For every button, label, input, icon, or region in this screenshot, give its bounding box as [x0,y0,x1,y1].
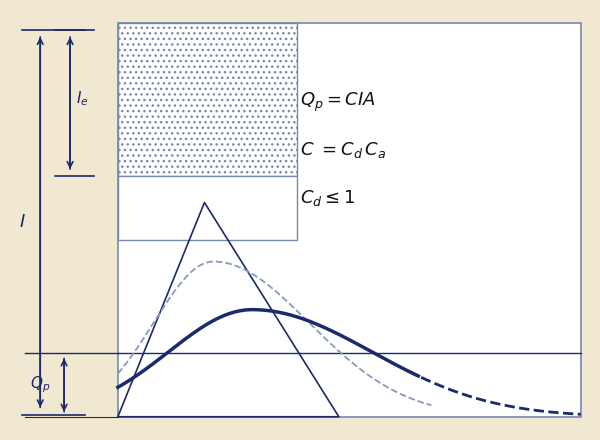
Text: $C \ = C_d\, C_a$: $C \ = C_d\, C_a$ [300,140,386,160]
Text: $C_d \leq 1$: $C_d \leq 1$ [300,188,355,208]
Text: $Q_p$: $Q_p$ [30,375,50,396]
Text: $Q_p = CIA$: $Q_p = CIA$ [300,90,376,114]
Bar [118,23,581,417]
Text: $I_e$: $I_e$ [76,89,88,108]
Bar [118,176,297,240]
Bar [118,23,297,176]
Text: $I$: $I$ [19,213,26,231]
